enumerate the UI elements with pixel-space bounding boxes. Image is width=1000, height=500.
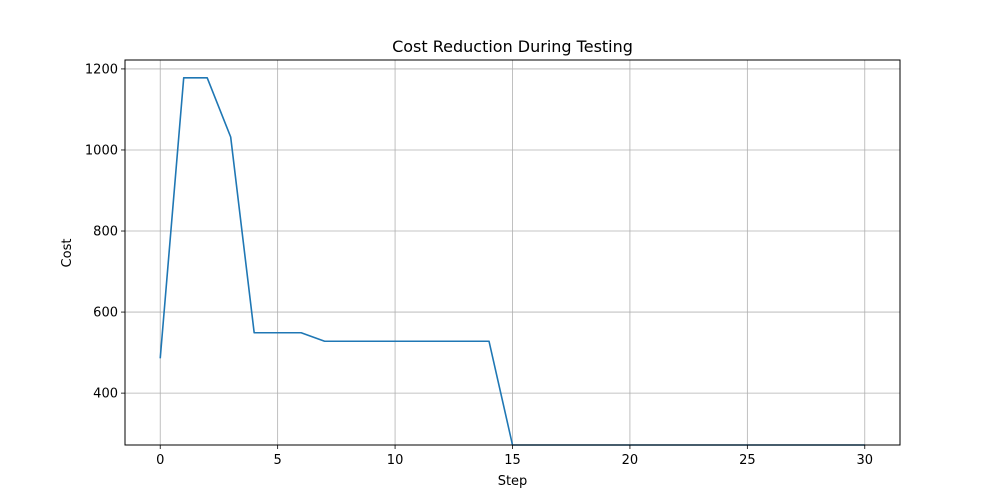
y-tick-label: 1000	[85, 143, 118, 158]
x-tick-label: 10	[387, 453, 404, 468]
x-tick-label: 15	[504, 453, 521, 468]
x-tick-label: 5	[274, 453, 282, 468]
x-tick-label: 25	[739, 453, 756, 468]
y-tick-label: 1200	[85, 62, 118, 77]
chart-title: Cost Reduction During Testing	[392, 37, 633, 56]
axis-ticks: 0 5 10 15 20 25 30 400 600 800 1000 1200	[85, 62, 873, 468]
x-tick-label: 0	[156, 453, 164, 468]
x-tick-label: 20	[622, 453, 639, 468]
x-axis-label: Step	[498, 474, 528, 489]
y-tick-label: 800	[93, 225, 118, 240]
y-tick-label: 400	[93, 387, 118, 402]
y-tick-label: 600	[93, 306, 118, 321]
y-axis-label: Cost	[60, 239, 75, 268]
x-tick-label: 30	[856, 453, 873, 468]
gridlines	[125, 60, 900, 445]
